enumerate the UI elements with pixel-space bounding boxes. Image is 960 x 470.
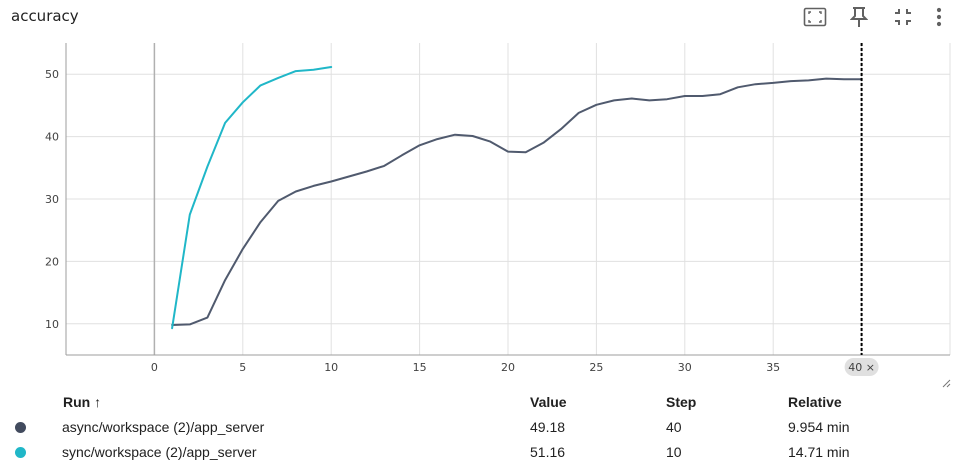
- line-chart[interactable]: 10 20 30 40 50 0 5 10 15 20 25 30 35 40 ×: [0, 0, 960, 392]
- y-tick-label: 10: [45, 318, 59, 331]
- y-tick-label: 20: [45, 255, 59, 268]
- run-step: 10: [666, 444, 682, 460]
- run-value: 51.16: [530, 444, 566, 460]
- y-tick-label: 30: [45, 193, 59, 206]
- run-color-dot: [15, 447, 26, 458]
- run-value: 49.18: [530, 419, 566, 435]
- x-tick-label: 0: [151, 361, 158, 374]
- run-color-dot: [15, 422, 26, 433]
- table-row: async/workspace (2)/app_server 49.18 40 …: [0, 417, 960, 439]
- chart-title: accuracy: [11, 7, 79, 25]
- y-tick-label: 50: [45, 68, 59, 81]
- collapse-button[interactable]: [890, 4, 916, 30]
- pin-button[interactable]: [846, 4, 872, 30]
- run-column-header[interactable]: Run ↑: [63, 394, 102, 410]
- runs-table-header: Run ↑ Value Step Relative: [0, 394, 960, 412]
- run-step: 40: [666, 419, 682, 435]
- table-row: sync/workspace (2)/app_server 51.16 10 1…: [0, 442, 960, 464]
- x-tick-label: 35: [766, 361, 780, 374]
- relative-column-header[interactable]: Relative: [788, 394, 842, 410]
- resize-handle-icon: [942, 379, 951, 388]
- collapse-icon: [895, 9, 911, 25]
- x-tick-label: 10: [324, 361, 338, 374]
- run-relative: 9.954 min: [788, 419, 850, 435]
- x-tick-label: 30: [678, 361, 692, 374]
- step-column-header[interactable]: Step: [666, 394, 697, 410]
- series-line: [171, 66, 333, 330]
- more-vert-icon: [936, 7, 942, 27]
- value-column-header[interactable]: Value: [530, 394, 567, 410]
- x-tick-label: 20: [501, 361, 515, 374]
- x-tick-label: 15: [413, 361, 427, 374]
- y-tick-label: 40: [45, 131, 59, 144]
- fit-domain-button[interactable]: [802, 4, 828, 30]
- step-cursor-label: 40 ×: [848, 361, 875, 374]
- series-line: [171, 77, 863, 326]
- x-tick-label: 25: [589, 361, 603, 374]
- run-relative: 14.71 min: [788, 444, 850, 460]
- run-name: sync/workspace (2)/app_server: [62, 444, 257, 460]
- card-toolbar: [802, 4, 952, 30]
- x-tick-label: 5: [239, 361, 246, 374]
- step-cursor-chip: [844, 358, 879, 376]
- run-name: async/workspace (2)/app_server: [62, 419, 265, 435]
- pin-icon: [850, 7, 868, 27]
- fit-domain-icon: [803, 7, 827, 27]
- more-options-button[interactable]: [926, 4, 952, 30]
